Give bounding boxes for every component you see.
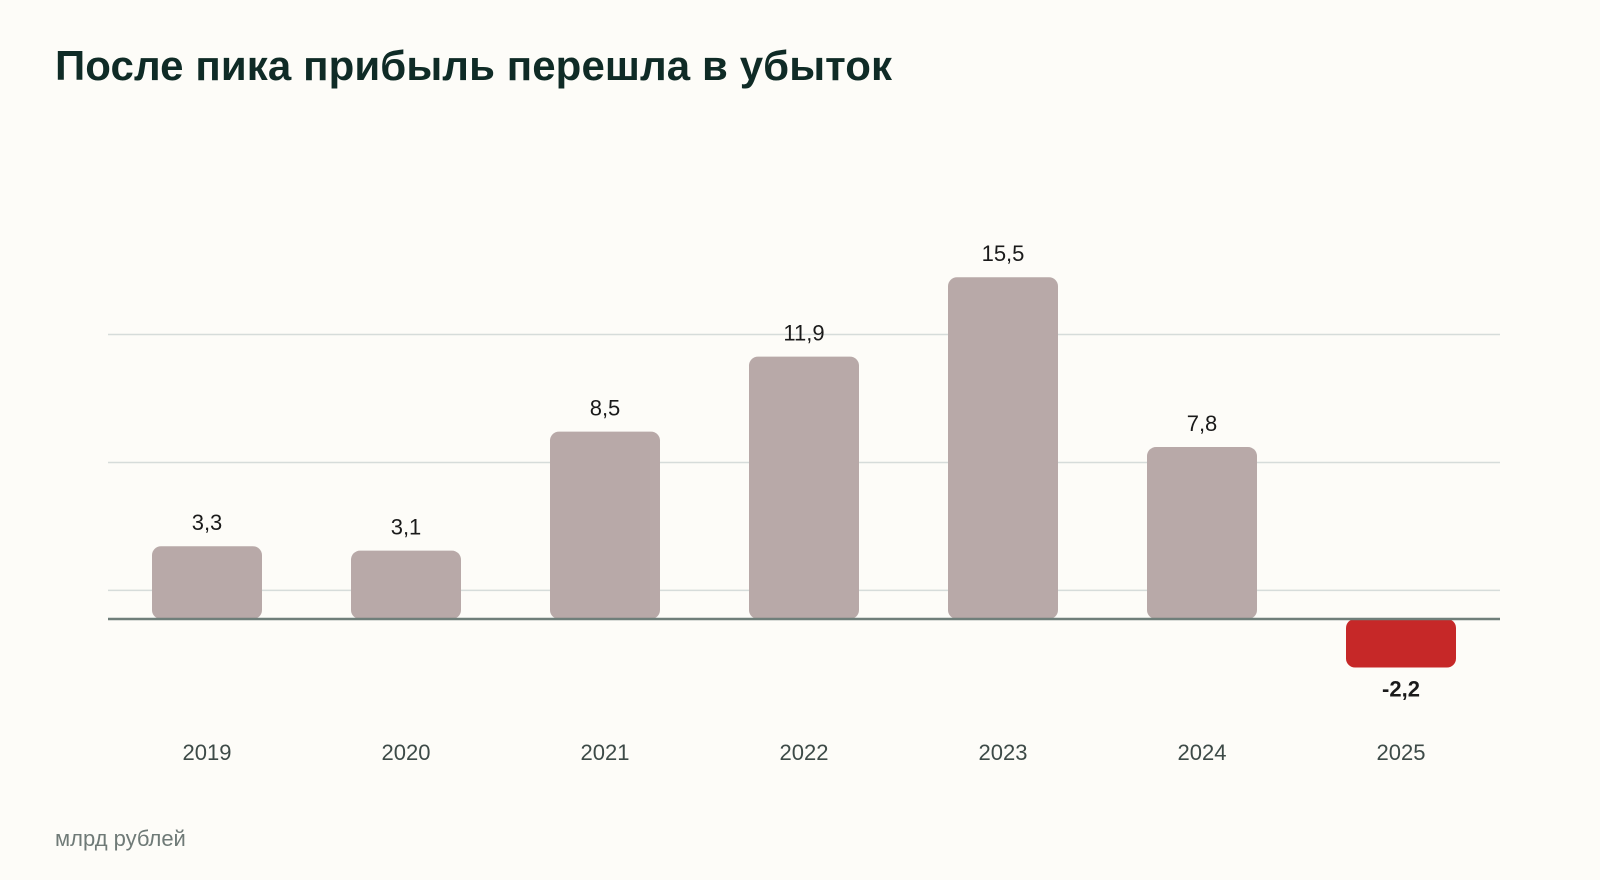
value-label-2020: 3,1 xyxy=(391,515,422,540)
bar-2023 xyxy=(948,277,1058,619)
category-label-2019: 2019 xyxy=(183,740,232,765)
bar-2025 xyxy=(1346,619,1456,668)
value-label-2019: 3,3 xyxy=(192,510,223,535)
bar-2022 xyxy=(749,356,859,619)
category-label-2022: 2022 xyxy=(780,740,829,765)
value-label-2024: 7,8 xyxy=(1187,411,1218,436)
bar-2020 xyxy=(351,550,461,619)
bar-2021 xyxy=(550,431,660,619)
category-label-2020: 2020 xyxy=(382,740,431,765)
value-labels: 3,3 3,1 8,5 11,9 15,5 7,8 -2,2 xyxy=(192,241,1420,701)
chart-title: После пика прибыль перешла в убыток xyxy=(55,42,893,89)
category-label-2024: 2024 xyxy=(1178,740,1227,765)
bar-2019 xyxy=(152,546,262,619)
bar-2024 xyxy=(1147,447,1257,619)
category-label-2025: 2025 xyxy=(1377,740,1426,765)
unit-note: млрд рублей xyxy=(55,826,186,851)
category-label-2021: 2021 xyxy=(581,740,630,765)
value-label-2025: -2,2 xyxy=(1382,677,1420,702)
value-label-2022: 11,9 xyxy=(783,321,824,346)
category-label-2023: 2023 xyxy=(979,740,1028,765)
category-labels: 2019 2020 2021 2022 2023 2024 2025 xyxy=(183,740,1426,765)
value-label-2021: 8,5 xyxy=(590,396,621,421)
bars xyxy=(152,277,1456,668)
value-label-2023: 15,5 xyxy=(982,241,1025,266)
